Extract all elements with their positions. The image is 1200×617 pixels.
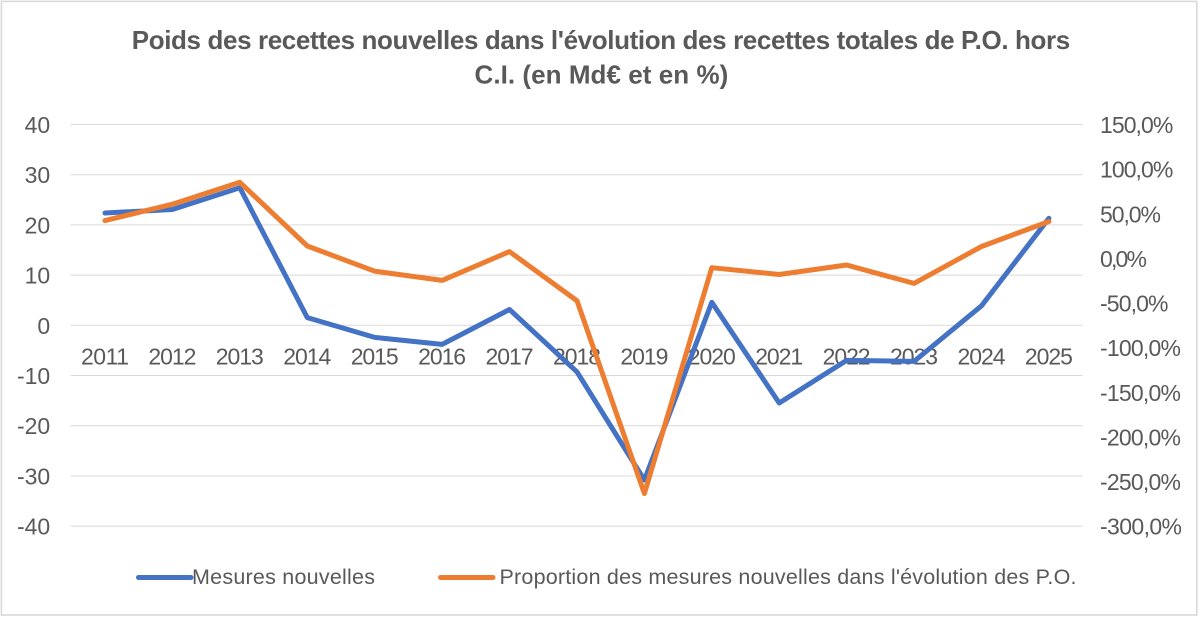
- svg-text:-100,0%: -100,0%: [1100, 335, 1181, 361]
- svg-text:50,0%: 50,0%: [1100, 201, 1161, 227]
- svg-text:Proportion des mesures nouvell: Proportion des mesures nouvelles dans l'…: [500, 565, 1077, 589]
- svg-text:-20: -20: [17, 413, 50, 439]
- svg-text:-30: -30: [17, 464, 50, 490]
- svg-text:-250,0%: -250,0%: [1100, 469, 1181, 495]
- svg-text:2017: 2017: [486, 344, 534, 370]
- svg-text:Poids des recettes nouvelles d: Poids des recettes nouvelles dans l'évol…: [132, 25, 1071, 55]
- svg-text:0: 0: [37, 313, 50, 339]
- svg-text:2024: 2024: [958, 344, 1006, 370]
- svg-text:-200,0%: -200,0%: [1100, 425, 1181, 451]
- svg-text:10: 10: [25, 263, 51, 289]
- svg-text:100,0%: 100,0%: [1100, 157, 1173, 183]
- svg-text:-150,0%: -150,0%: [1100, 380, 1181, 406]
- svg-text:2012: 2012: [148, 344, 196, 370]
- svg-text:-300,0%: -300,0%: [1100, 514, 1182, 540]
- svg-text:2025: 2025: [1025, 344, 1073, 370]
- svg-text:C.I. (en Md€ et en %): C.I. (en Md€ et en %): [475, 59, 729, 89]
- svg-text:0,0%: 0,0%: [1100, 246, 1147, 272]
- svg-text:20: 20: [25, 212, 51, 238]
- svg-text:-10: -10: [17, 363, 50, 389]
- svg-text:30: 30: [25, 162, 51, 188]
- svg-text:2014: 2014: [283, 344, 331, 370]
- svg-text:Mesures nouvelles: Mesures nouvelles: [192, 565, 375, 589]
- svg-text:-50,0%: -50,0%: [1100, 291, 1169, 317]
- svg-text:2011: 2011: [81, 344, 129, 370]
- svg-text:-40: -40: [17, 514, 50, 540]
- svg-text:2019: 2019: [620, 344, 668, 370]
- svg-text:2021: 2021: [755, 344, 803, 370]
- svg-text:2015: 2015: [351, 344, 399, 370]
- svg-text:2016: 2016: [418, 344, 466, 370]
- svg-text:2013: 2013: [216, 344, 264, 370]
- svg-text:2022: 2022: [823, 344, 871, 370]
- svg-text:40: 40: [25, 112, 51, 138]
- svg-text:150,0%: 150,0%: [1100, 112, 1173, 138]
